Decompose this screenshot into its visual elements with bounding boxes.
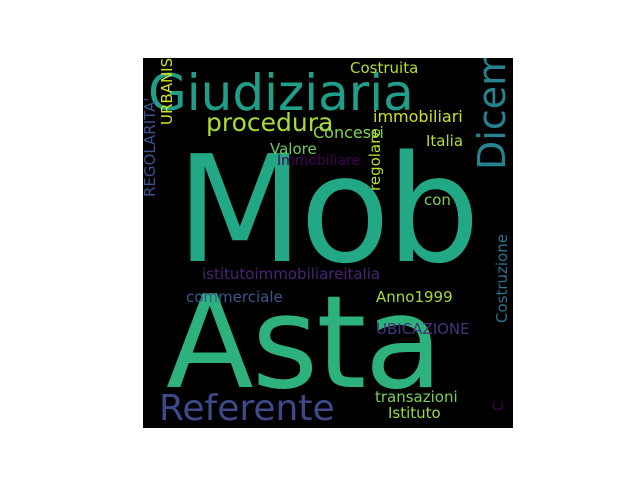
word-italia: Italia <box>426 132 464 150</box>
word-costruita: Costruita <box>350 59 419 77</box>
word-referente: Referente <box>159 388 335 428</box>
word-giudiziaria: Giudiziaria <box>148 64 414 122</box>
word-urbanistica: URBANISTICA <box>158 58 176 125</box>
word-regolare: regolare <box>366 128 384 191</box>
word-procedura: procedura <box>206 108 334 137</box>
word-dicembre: Dicembre <box>470 58 513 170</box>
word-commerciale: commerciale <box>186 288 283 306</box>
word-costruzione: Costruzione <box>493 234 511 323</box>
word-anno1999: Anno1999 <box>376 288 453 306</box>
word-asta: Asta <box>166 269 443 418</box>
word-mob: Mob <box>176 124 480 296</box>
word-regolarita: REGOLARITA' <box>143 97 159 197</box>
word-valore: Valore <box>270 140 317 158</box>
word-concessi: Concessi <box>313 123 384 142</box>
word-istitutoimmobiliareitalia: istitutoimmobiliareitalia <box>202 265 381 283</box>
word-con: con <box>424 191 451 209</box>
word-cloud: Mob Asta Giudiziaria Dicembre Referente … <box>143 58 513 428</box>
word-immobiliare: Immobiliare <box>277 153 361 169</box>
word-transazioni: transazioni <box>375 388 458 406</box>
word-c-fragment: C <box>491 401 507 411</box>
word-istituto: Istituto <box>388 404 441 422</box>
word-immobiliari: immobiliari <box>373 107 463 126</box>
word-ubicazione: UBICAZIONE <box>376 320 470 338</box>
